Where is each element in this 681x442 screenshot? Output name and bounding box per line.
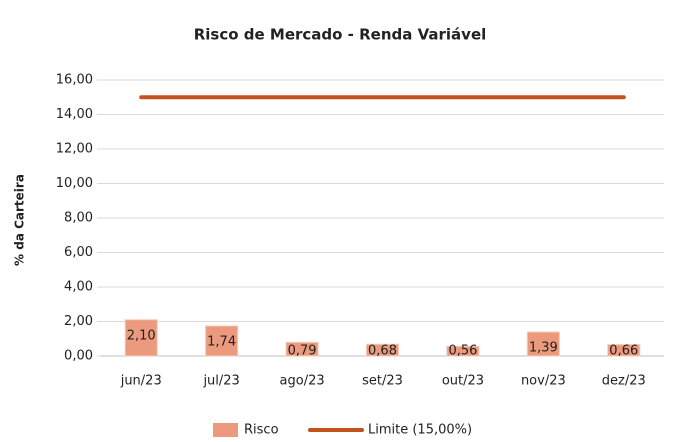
- x-tick-label: dez/23: [602, 374, 646, 389]
- y-tick-label: 8,00: [64, 211, 93, 226]
- data-label: 0,56: [448, 344, 477, 359]
- data-label: 1,74: [207, 334, 236, 349]
- legend-label: Risco: [244, 423, 279, 438]
- bar: [205, 325, 239, 357]
- legend-label: Limite (15,00%): [368, 423, 472, 438]
- legend-swatch: [213, 423, 238, 437]
- x-tick-label: jul/23: [202, 374, 239, 389]
- y-tick-label: 16,00: [56, 73, 93, 88]
- x-tick-label: set/23: [362, 374, 403, 389]
- data-label: 0,68: [368, 344, 397, 359]
- bar: [366, 343, 399, 357]
- y-axis-label: % da Carteira: [13, 174, 27, 266]
- data-label: 0,66: [609, 344, 638, 359]
- data-label: 2,10: [127, 328, 156, 343]
- bar: [526, 331, 560, 357]
- y-tick-label: 14,00: [56, 107, 93, 122]
- x-tick-label: ago/23: [280, 374, 325, 389]
- bar: [285, 341, 319, 357]
- y-tick-label: 10,00: [56, 176, 93, 191]
- y-tick-label: 12,00: [56, 142, 93, 157]
- x-tick-label: out/23: [442, 374, 484, 389]
- bar: [607, 344, 641, 357]
- chart-title: Risco de Mercado - Renda Variável: [194, 26, 487, 44]
- bar: [446, 345, 480, 357]
- bar: [124, 319, 158, 357]
- data-label: 1,39: [529, 341, 558, 356]
- y-tick-label: 4,00: [64, 280, 93, 295]
- y-tick-label: 6,00: [64, 245, 93, 260]
- y-tick-label: 0,00: [64, 349, 93, 364]
- x-tick-label: jun/23: [120, 374, 162, 389]
- data-label: 0,79: [288, 344, 317, 359]
- x-tick-label: nov/23: [521, 374, 566, 389]
- y-tick-label: 2,00: [64, 314, 93, 329]
